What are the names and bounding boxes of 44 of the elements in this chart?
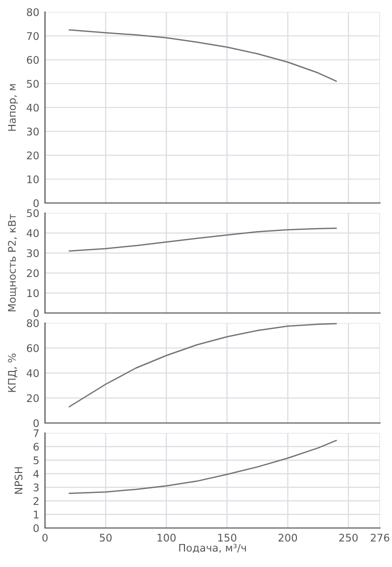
y-tick-label: 0 — [34, 199, 39, 208]
y-tick-label: 4 — [33, 470, 39, 478]
y-tick-label: 10 — [27, 289, 39, 298]
y-axis-title: Напор, м — [8, 84, 18, 131]
line-series — [68, 323, 337, 408]
y-tick-label: 0 — [34, 419, 39, 428]
x-axis-title: Подача, м³/ч — [179, 544, 246, 553]
x-tick-label: 0 — [42, 534, 48, 542]
y-tick-label: 40 — [26, 369, 39, 378]
y-tick-label: 20 — [26, 151, 39, 160]
y-tick-label: 3 — [34, 484, 39, 492]
y-tick-label: 30 — [26, 128, 39, 136]
y-tick-label: 80 — [26, 319, 39, 328]
x-tick-label: 276 — [370, 534, 390, 542]
x-tick-label: 150 — [218, 534, 236, 542]
line-series — [68, 29, 337, 82]
y-tick-label: 0 — [34, 524, 39, 532]
y-tick-label: 40 — [26, 104, 39, 112]
y-tick-label: 10 — [27, 175, 39, 184]
x-tick-label: 100 — [158, 534, 176, 542]
line-series — [68, 440, 337, 494]
y-tick-label: 40 — [26, 229, 39, 238]
y-tick-label: 0 — [34, 309, 39, 318]
y-tick-label: 60 — [26, 344, 39, 352]
x-tick-label: 250 — [339, 534, 358, 542]
y-tick-label: 60 — [26, 56, 39, 64]
y-tick-label: 6 — [34, 442, 39, 451]
y-axis-title: КПД, % — [8, 354, 18, 392]
y-tick-label: 20 — [26, 269, 39, 278]
y-tick-label: 30 — [26, 249, 39, 258]
x-tick-label: 50 — [100, 534, 112, 542]
y-tick-label: 70 — [27, 32, 39, 40]
y-axis-title: NPSH — [14, 467, 22, 494]
y-tick-label: 7 — [34, 429, 39, 437]
y-tick-label: 1 — [34, 510, 38, 518]
x-tick-label: 200 — [278, 534, 298, 542]
y-tick-label: 80 — [26, 8, 39, 16]
y-tick-label: 50 — [26, 80, 39, 88]
y-tick-label: 5 — [34, 456, 39, 464]
line-series — [68, 228, 337, 252]
y-axis-title: Мощность P2, кВт — [8, 214, 18, 312]
y-tick-label: 2 — [34, 497, 38, 505]
y-tick-label: 50 — [26, 209, 39, 218]
y-tick-label: 20 — [26, 394, 39, 402]
